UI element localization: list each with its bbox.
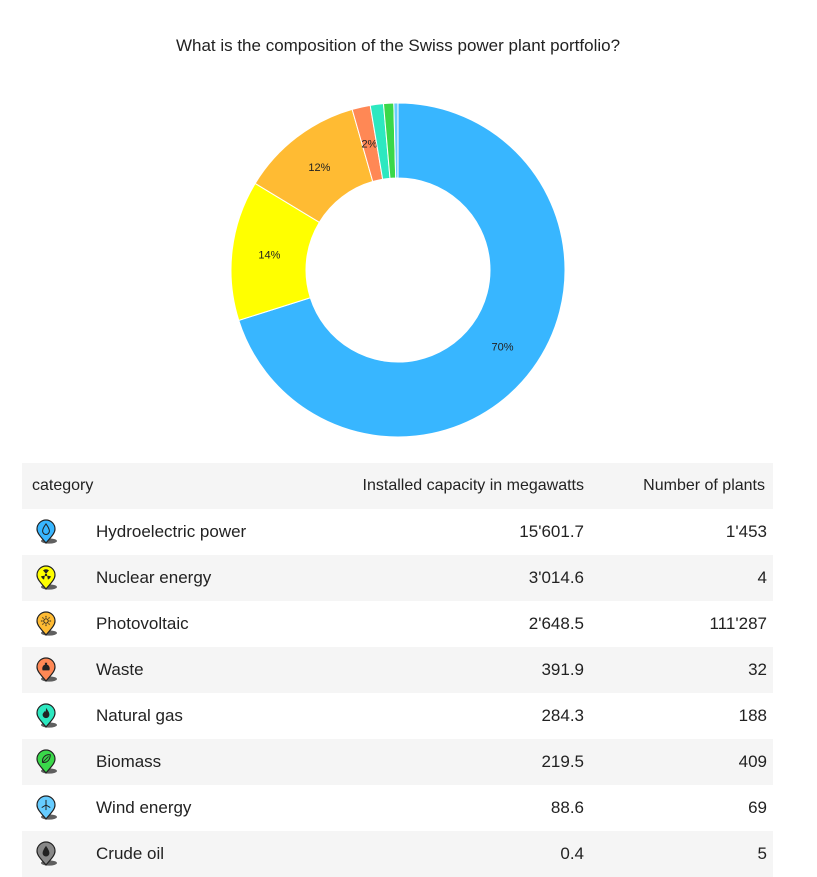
cell-plants: 69 (594, 785, 773, 831)
cell-plants: 409 (594, 739, 773, 785)
cell-plants: 4 (594, 555, 773, 601)
category-label: Wind energy (96, 798, 191, 818)
cell-capacity: 284.3 (333, 693, 594, 739)
slice-label: 2% (361, 139, 377, 151)
cell-capacity: 3'014.6 (333, 555, 594, 601)
cell-category: Photovoltaic (22, 601, 333, 647)
cell-capacity: 15'601.7 (333, 509, 594, 555)
table-header-row: category Installed capacity in megawatts… (22, 463, 773, 509)
cell-category: Hydroelectric power (22, 509, 333, 555)
category-label: Waste (96, 660, 144, 680)
cell-plants: 5 (594, 831, 773, 877)
cell-category: Biomass (22, 739, 333, 785)
cell-capacity: 88.6 (333, 785, 594, 831)
cell-capacity: 391.9 (333, 647, 594, 693)
header-capacity[interactable]: Installed capacity in megawatts (333, 463, 594, 509)
cell-category: Nuclear energy (22, 555, 333, 601)
cell-capacity: 0.4 (333, 831, 594, 877)
category-label: Photovoltaic (96, 614, 189, 634)
cell-plants: 111'287 (594, 601, 773, 647)
category-label: Nuclear energy (96, 568, 211, 588)
trash-bag-icon (34, 657, 60, 683)
cell-category: Wind energy (22, 785, 333, 831)
data-table: category Installed capacity in megawatts… (22, 463, 773, 877)
sun-icon (34, 611, 60, 637)
cell-capacity: 219.5 (333, 739, 594, 785)
cell-plants: 1'453 (594, 509, 773, 555)
oil-drop-icon (34, 841, 60, 867)
category-label: Crude oil (96, 844, 164, 864)
slice-label: 12% (308, 162, 330, 174)
flame-icon (34, 703, 60, 729)
donut-chart: 70% 14% 12% 2% (0, 0, 817, 460)
wind-turbine-icon (34, 795, 60, 821)
leaf-icon (34, 749, 60, 775)
cell-category: Waste (22, 647, 333, 693)
cell-capacity: 2'648.5 (333, 601, 594, 647)
header-category[interactable]: category (22, 463, 333, 509)
cell-category: Natural gas (22, 693, 333, 739)
category-label: Natural gas (96, 706, 183, 726)
slice-label: 14% (258, 250, 280, 262)
cell-plants: 188 (594, 693, 773, 739)
cell-category: Crude oil (22, 831, 333, 877)
header-plants[interactable]: Number of plants (594, 463, 773, 509)
cell-plants: 32 (594, 647, 773, 693)
slice-label: 70% (491, 342, 513, 354)
category-label: Hydroelectric power (96, 522, 246, 542)
category-label: Biomass (96, 752, 161, 772)
radiation-icon (34, 565, 60, 591)
water-drop-icon (34, 519, 60, 545)
